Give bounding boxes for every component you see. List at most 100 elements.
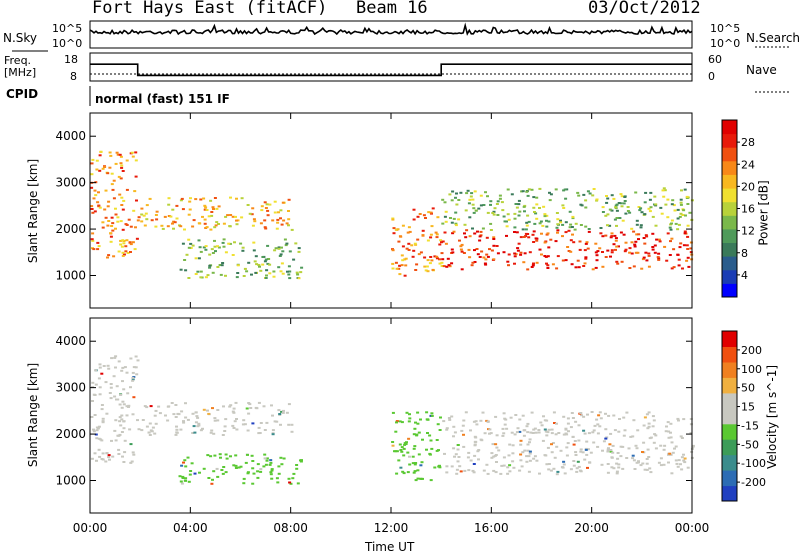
power-cell [666, 198, 670, 201]
power-cell [467, 202, 471, 205]
velocity-cell [668, 452, 672, 455]
power-cell [460, 243, 464, 246]
power-cell [605, 201, 609, 204]
power-cell [666, 216, 670, 219]
power-cell [657, 257, 661, 260]
velocity-cell [671, 451, 675, 454]
power-cell [424, 269, 428, 272]
power-cell [134, 159, 138, 162]
power-cell [210, 211, 214, 213]
velocity-cell [251, 467, 255, 470]
velocity-cell [243, 423, 247, 426]
velocity-cell [213, 417, 217, 420]
velocity-cell [177, 413, 181, 416]
power-cell [515, 206, 519, 209]
power-cell [531, 233, 535, 236]
power-cell [229, 214, 233, 216]
velocity-cell [268, 463, 272, 466]
velocity-cell [462, 433, 465, 436]
power-cell [556, 231, 559, 234]
power-cell [576, 259, 580, 262]
power-cell [189, 197, 192, 200]
velocity-cell [246, 429, 250, 432]
power-cell [405, 247, 409, 250]
velocity-cell [503, 423, 507, 426]
velocity-cell [413, 470, 417, 473]
velocity-cell [201, 427, 204, 430]
power-cell [492, 244, 496, 247]
velocity-cell [257, 426, 261, 429]
velocity-colorbar-segment [722, 439, 737, 456]
velocity-cell [407, 437, 411, 440]
power-cell [257, 264, 261, 266]
velocity-cell [579, 412, 583, 414]
power-cell [464, 236, 468, 239]
velocity-cell [91, 381, 95, 384]
power-cell [686, 235, 690, 238]
velocity-cell [234, 454, 238, 457]
x-tick-label: 20:00 [574, 521, 609, 535]
velocity-cell [289, 482, 293, 485]
power-cell [673, 209, 677, 212]
power-cell [251, 224, 255, 227]
power-cell [441, 258, 445, 261]
velocity-cell [651, 425, 655, 428]
velocity-cell [483, 432, 487, 435]
power-cell [455, 192, 458, 195]
power-cell [527, 236, 531, 239]
velocity-cell [433, 466, 437, 469]
velocity-cell [631, 457, 635, 460]
power-cell [540, 253, 543, 256]
power-cell [203, 204, 207, 207]
velocity-cell [511, 444, 515, 447]
power-cell [217, 223, 220, 225]
velocity-cell [605, 436, 609, 439]
velocity-cell [547, 463, 551, 465]
power-cell [403, 274, 407, 277]
velocity-cell [259, 422, 263, 424]
power-cell [119, 239, 123, 242]
velocity-cell [400, 450, 404, 453]
power-cell [658, 240, 662, 243]
velocity-cell [224, 471, 228, 474]
velocity-cell [107, 456, 111, 459]
power-cell [647, 265, 651, 268]
power-cell [274, 247, 278, 250]
velocity-cell [184, 479, 188, 482]
power-colorbar-tick-label: 12 [741, 225, 755, 238]
velocity-cell [263, 457, 267, 460]
power-cell [391, 267, 395, 270]
velocity-cell [281, 411, 285, 414]
velocity-cell [231, 424, 235, 427]
velocity-cell [416, 469, 420, 472]
power-cell [584, 257, 588, 260]
power-cell [391, 248, 394, 251]
power-cell [467, 248, 471, 251]
power-cell [179, 268, 183, 271]
velocity-cell [140, 429, 144, 432]
power-cell [285, 242, 289, 245]
velocity-cell [430, 412, 434, 415]
velocity-cell [556, 470, 560, 473]
velocity-cell [182, 421, 186, 424]
power-cell [610, 251, 614, 254]
power-cell [546, 264, 550, 267]
velocity-cell [462, 445, 466, 448]
power-cell [564, 197, 568, 200]
velocity-cell [669, 431, 672, 434]
velocity-colorbar-tick-label: -50 [741, 438, 759, 451]
velocity-cell [585, 440, 589, 443]
velocity-cell [118, 433, 122, 436]
velocity-cell [262, 465, 266, 468]
velocity-cell [419, 477, 423, 480]
velocity-cell [689, 432, 693, 435]
velocity-cell [666, 421, 670, 424]
power-cell [524, 228, 528, 231]
power-cell [689, 247, 693, 250]
power-cell [639, 207, 643, 210]
velocity-cell [232, 407, 236, 410]
velocity-cell [530, 411, 534, 414]
power-cell [429, 233, 433, 236]
velocity-cell [395, 450, 399, 453]
velocity-cell [659, 464, 663, 467]
